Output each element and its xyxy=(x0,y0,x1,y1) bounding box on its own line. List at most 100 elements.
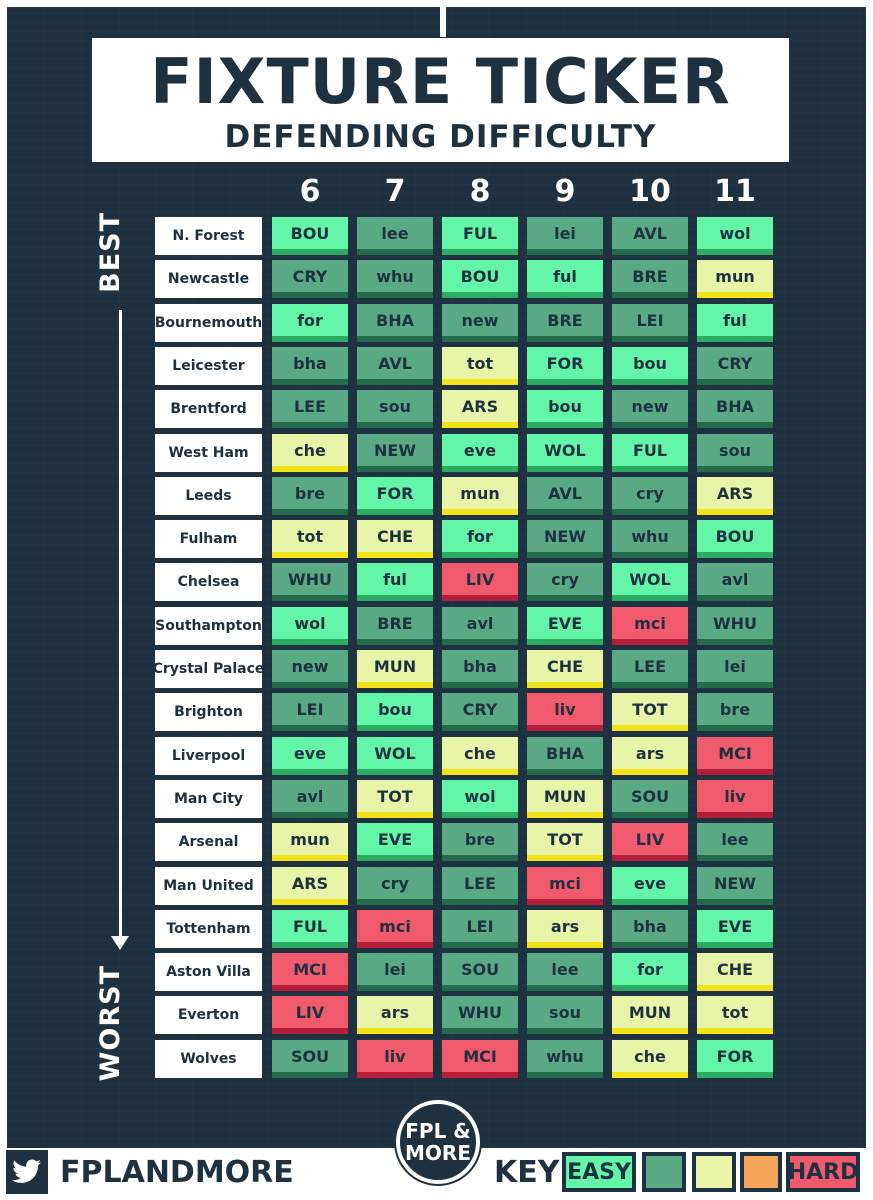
fixture-cell: MUN xyxy=(527,780,603,818)
fixture-cell: LEI xyxy=(442,910,518,948)
fixture-cell: LEI xyxy=(272,693,348,731)
fixture-cell: WHU xyxy=(697,607,773,645)
fixture-cell: lee xyxy=(697,823,773,861)
fixture-cell: for xyxy=(442,520,518,558)
fixture-cell: bre xyxy=(697,693,773,731)
fixture-cell: CRY xyxy=(697,347,773,385)
fixture-cell: bou xyxy=(527,390,603,428)
fixture-cell: AVL xyxy=(612,217,688,255)
fixture-cell: lee xyxy=(357,217,433,255)
fixture-cell: CHE xyxy=(697,953,773,991)
logo-text-top: FPL & xyxy=(405,1119,471,1143)
fixture-cell: whu xyxy=(527,1040,603,1078)
team-name: Crystal Palace xyxy=(153,650,264,688)
fixture-cell: SOU xyxy=(272,1040,348,1078)
fixture-cell: SOU xyxy=(612,780,688,818)
fixture-cell: MUN xyxy=(357,650,433,688)
arrow-line xyxy=(119,310,122,940)
fixture-cell: WOL xyxy=(357,737,433,775)
page-title: FIXTURE TICKER xyxy=(150,45,731,118)
fixture-cell: SOU xyxy=(442,953,518,991)
fixture-cell: sou xyxy=(527,996,603,1034)
fixture-cell: LIV xyxy=(272,996,348,1034)
fixture-cell: cry xyxy=(612,477,688,515)
fixture-cell: ful xyxy=(527,260,603,298)
gameweek-header-11: 11 xyxy=(714,174,756,209)
fixture-cell: BOU xyxy=(442,260,518,298)
fixture-cell: bre xyxy=(442,823,518,861)
arrow-down-icon xyxy=(111,936,129,950)
fixture-cell: avl xyxy=(442,607,518,645)
team-name: Fulham xyxy=(155,520,262,558)
best-label: BEST xyxy=(95,212,126,293)
fixture-cell: tot xyxy=(442,347,518,385)
team-name: Southampton xyxy=(155,607,262,645)
fixture-cell: BOU xyxy=(697,520,773,558)
fixture-cell: TOT xyxy=(612,693,688,731)
twitter-bird-icon xyxy=(6,1150,48,1194)
fixture-cell: ful xyxy=(697,304,773,342)
fixture-cell: FUL xyxy=(272,910,348,948)
fixture-cell: BRE xyxy=(612,260,688,298)
gameweek-header-9: 9 xyxy=(554,174,576,209)
fixture-cell: for xyxy=(612,953,688,991)
team-name: Brighton xyxy=(155,693,262,731)
fixture-cell: FOR xyxy=(357,477,433,515)
fixture-cell: TOT xyxy=(357,780,433,818)
fixture-cell: EVE xyxy=(527,607,603,645)
fixture-cell: ars xyxy=(612,737,688,775)
team-name: Bournemouth xyxy=(155,304,262,342)
fixture-cell: BHA xyxy=(527,737,603,775)
team-name: Liverpool xyxy=(155,737,262,775)
fixture-cell: bha xyxy=(442,650,518,688)
fixture-cell: ful xyxy=(357,563,433,601)
fixture-cell: bha xyxy=(612,910,688,948)
key-swatch-tough xyxy=(740,1152,782,1192)
fixture-cell: BHA xyxy=(357,304,433,342)
fixture-cell: ARS xyxy=(697,477,773,515)
team-name: West Ham xyxy=(155,434,262,472)
team-name: Man United xyxy=(155,867,262,905)
key-swatch-medium xyxy=(692,1152,736,1192)
fixture-cell: MCI xyxy=(697,737,773,775)
fpl-and-more-logo: FPL & MORE xyxy=(396,1100,480,1184)
title-box: FIXTURE TICKER DEFENDING DIFFICULTY xyxy=(92,38,789,162)
fixture-cell: bre xyxy=(272,477,348,515)
fixture-cell: liv xyxy=(357,1040,433,1078)
fixture-cell: LIV xyxy=(442,563,518,601)
key-swatch-easy: EASY xyxy=(562,1152,636,1192)
twitter-handle[interactable]: FPLANDMORE xyxy=(60,1155,294,1190)
worst-label: WORST xyxy=(95,965,126,1082)
fixture-cell: cry xyxy=(357,867,433,905)
team-name: Aston Villa xyxy=(155,953,262,991)
fixture-cell: mci xyxy=(612,607,688,645)
fixture-cell: eve xyxy=(442,434,518,472)
fixture-cell: wol xyxy=(442,780,518,818)
fixture-cell: whu xyxy=(612,520,688,558)
fixture-cell: EVE xyxy=(697,910,773,948)
fixture-cell: LEE xyxy=(442,867,518,905)
fixture-cell: ars xyxy=(527,910,603,948)
fixture-cell: BOU xyxy=(272,217,348,255)
team-name: Wolves xyxy=(155,1040,262,1078)
fixture-cell: AVL xyxy=(357,347,433,385)
fixture-cell: lei xyxy=(527,217,603,255)
gameweek-header-8: 8 xyxy=(469,174,491,209)
gameweek-header-7: 7 xyxy=(384,174,406,209)
team-name: Arsenal xyxy=(155,823,262,861)
logo-text-bottom: MORE xyxy=(405,1141,471,1165)
fixture-cell: avl xyxy=(697,563,773,601)
fixture-cell: WOL xyxy=(612,563,688,601)
fixture-cell: WOL xyxy=(527,434,603,472)
fixture-cell: CRY xyxy=(442,693,518,731)
fixture-cell: sou xyxy=(357,390,433,428)
fixture-cell: EVE xyxy=(357,823,433,861)
fixture-cell: che xyxy=(272,434,348,472)
fixture-cell: mun xyxy=(272,823,348,861)
fixture-cell: LEI xyxy=(612,304,688,342)
team-name: Leeds xyxy=(155,477,262,515)
fixture-cell: avl xyxy=(272,780,348,818)
fixture-cell: mci xyxy=(527,867,603,905)
fixture-cell: sou xyxy=(697,434,773,472)
fixture-cell: whu xyxy=(357,260,433,298)
